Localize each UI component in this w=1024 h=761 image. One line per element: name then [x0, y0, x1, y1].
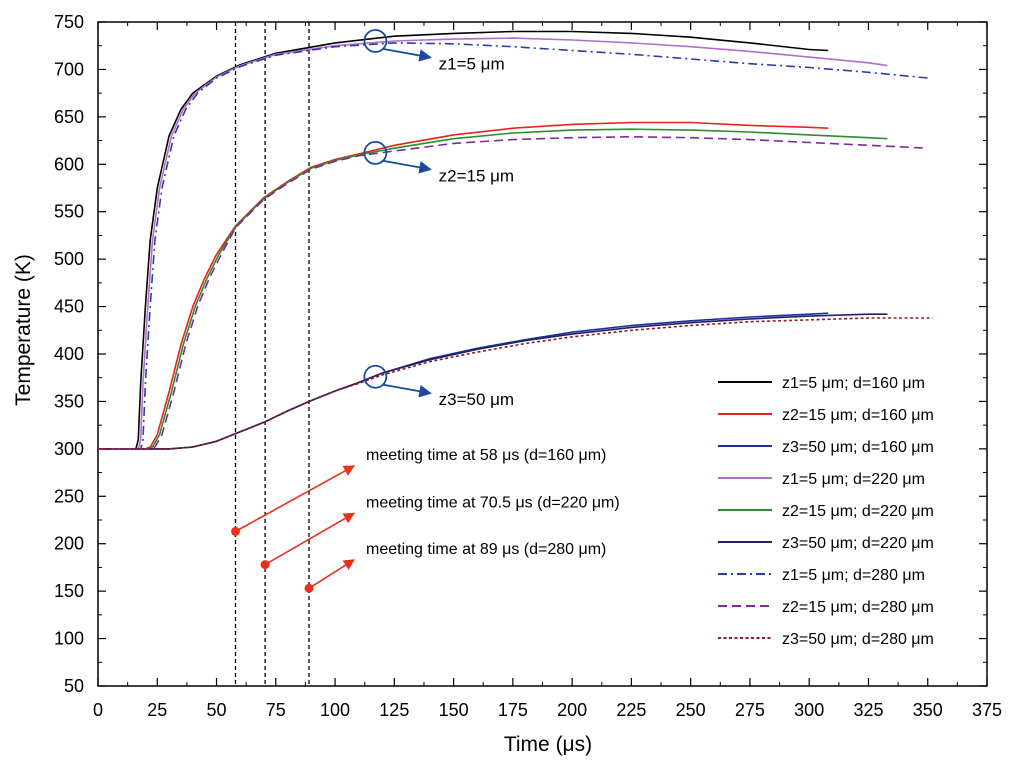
meeting-arrow [235, 465, 356, 533]
legend-label: z3=50 μm; d=160 μm [782, 439, 934, 456]
meeting-point [260, 560, 270, 570]
x-tick-label: 100 [320, 700, 350, 720]
x-tick-label: 25 [147, 700, 167, 720]
meeting-time-lines [234, 22, 310, 686]
annotation-label: z1=5 μm [439, 54, 505, 73]
series-line [98, 128, 888, 450]
series-line [98, 42, 928, 450]
x-tick-label: 75 [266, 700, 286, 720]
annotation-label: z2=15 μm [439, 166, 514, 185]
legend-label: z1=5 μm; d=220 μm [782, 471, 925, 488]
x-tick-label: 125 [379, 700, 409, 720]
meeting-arrow [264, 512, 356, 566]
y-axis-ticks: 50 100 150 200 250 300 350 400 450 500 550 600 650 70… [54, 12, 987, 696]
legend-label: z3=50 μm; d=220 μm [782, 535, 934, 552]
meeting-point [230, 526, 240, 536]
meeting-point [304, 583, 314, 593]
y-tick-label: 150 [54, 581, 84, 601]
y-tick-label: 50 [64, 676, 84, 696]
x-axis-ticks: 0 25 50 75 100 125 150 175 200 225 250 275 300 325 350… [93, 22, 1002, 720]
legend-label: z2=15 μm; d=160 μm [782, 407, 934, 424]
y-tick-label: 400 [54, 344, 84, 364]
x-tick-label: 275 [735, 700, 765, 720]
y-tick-label: 600 [54, 154, 84, 174]
x-tick-label: 150 [439, 700, 469, 720]
meeting-label: meeting time at 58 μs (d=160 μm) [366, 447, 606, 464]
y-tick-label: 650 [54, 107, 84, 127]
y-tick-label: 200 [54, 534, 84, 554]
legend-label: z1=5 μm; d=280 μm [782, 567, 925, 584]
y-tick-label: 500 [54, 249, 84, 269]
x-tick-label: 300 [794, 700, 824, 720]
x-tick-label: 375 [972, 700, 1002, 720]
x-tick-label: 250 [676, 700, 706, 720]
x-tick-label: 350 [913, 700, 943, 720]
annotation-arrow [383, 48, 432, 62]
annotation-circle [363, 29, 388, 53]
y-tick-label: 350 [54, 391, 84, 411]
legend: z1=5 μm; d=160 μm z2=15 μm; d=160 μm z3=50… [718, 375, 934, 648]
x-tick-label: 0 [93, 700, 103, 720]
annotation-circle [363, 141, 388, 165]
y-tick-label: 300 [54, 439, 84, 459]
meeting-label: meeting time at 89 μs (d=280 μm) [366, 541, 606, 558]
meeting-annotations: meeting time at 58 μs (d=160 μm) meeting … [230, 447, 620, 593]
x-tick-label: 325 [853, 700, 883, 720]
series-line [98, 121, 829, 450]
axes [97, 21, 988, 687]
series-line [98, 37, 888, 450]
legend-label: z2=15 μm; d=220 μm [782, 503, 934, 520]
series-line [98, 317, 933, 450]
legend-label: z2=15 μm; d=280 μm [782, 599, 934, 616]
series-line [98, 136, 928, 450]
meeting-label: meeting time at 70.5 μs (d=220 μm) [366, 494, 620, 511]
y-tick-label: 450 [54, 297, 84, 317]
legend-label: z1=5 μm; d=160 μm [782, 375, 925, 392]
y-tick-label: 750 [54, 12, 84, 32]
data-series [98, 30, 933, 450]
y-tick-label: 100 [54, 629, 84, 649]
annotation-circle [363, 364, 388, 389]
x-axis-label: Time (μs) [504, 733, 592, 756]
x-tick-label: 225 [616, 700, 646, 720]
x-tick-label: 175 [498, 700, 528, 720]
y-axis-label: Temperature (K) [12, 254, 35, 406]
plot-frame [97, 21, 988, 687]
depth-annotations: z1=5 μm z2=15 μm z3=50 μm [363, 29, 514, 409]
legend-label: z3=50 μm; d=280 μm [782, 631, 934, 648]
annotation-arrow [383, 160, 432, 174]
series-line [98, 30, 829, 450]
annotation-label: z3=50 μm [439, 390, 514, 409]
y-tick-label: 700 [54, 59, 84, 79]
meeting-arrow [308, 559, 355, 589]
x-tick-label: 50 [207, 700, 227, 720]
x-tick-label: 200 [557, 700, 587, 720]
y-tick-label: 250 [54, 486, 84, 506]
annotation-arrow [383, 383, 432, 398]
y-tick-label: 550 [54, 202, 84, 222]
